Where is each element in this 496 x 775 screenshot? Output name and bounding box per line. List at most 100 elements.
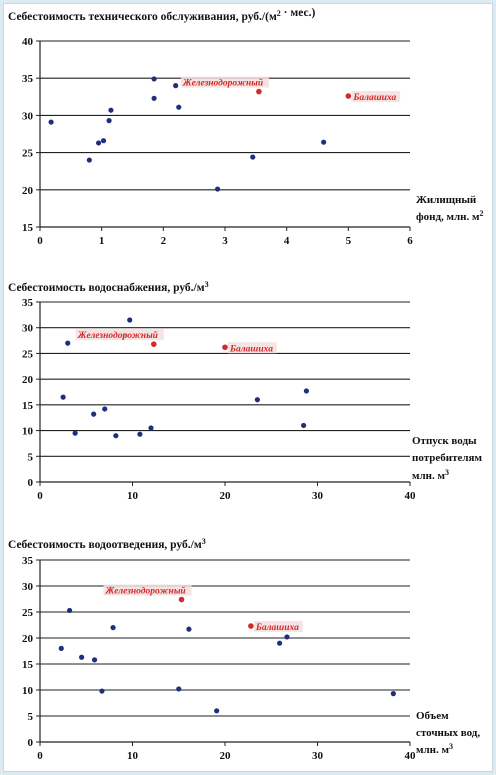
x-axis-label: Жилищный: [416, 194, 477, 206]
data-point: [100, 138, 107, 144]
y-tick-label: 30: [22, 110, 34, 122]
data-point: [176, 686, 182, 692]
highlight-label-bg: [180, 76, 269, 88]
plots-canvas: Себестоимость технического обслуживания,…: [8, 7, 484, 762]
x-tick-label: 40: [405, 490, 417, 502]
highlight-label: Железнодорожный: [105, 586, 186, 597]
x-tick-label: 1: [99, 235, 105, 247]
x-axis-label: потребителям: [412, 452, 482, 464]
highlight-label-bg: [351, 91, 401, 103]
highlight-label: Железнодорожный: [77, 330, 158, 341]
data-point: [127, 317, 133, 323]
data-point: [151, 76, 157, 82]
y-tick-label: 30: [22, 581, 34, 593]
y-tick-label: 25: [22, 607, 34, 619]
highlight-label: Балашиха: [352, 93, 396, 103]
data-point: [214, 708, 220, 714]
y-tick-label: 10: [22, 685, 34, 697]
highlight-label-bg: [75, 329, 164, 341]
data-point: [110, 625, 116, 631]
data-point: [284, 634, 290, 640]
x-tick-label: 10: [127, 490, 139, 502]
y-tick-label: 0: [28, 477, 34, 489]
scatter-chart-3: Себестоимость водоотведения, руб./м3 0 5 10…: [8, 537, 480, 762]
data-point: [95, 140, 102, 146]
x-tick-label: 0: [37, 235, 43, 247]
data-point: [176, 104, 182, 110]
scatter-chart-1: Себестоимость технического обслуживания,…: [8, 7, 484, 247]
highlight-point: [178, 596, 185, 603]
y-tick-label: 25: [22, 348, 34, 360]
highlight-point: [248, 623, 254, 629]
highlight-point: [345, 93, 352, 99]
data-point: [390, 691, 396, 697]
y-tick-label: 15: [22, 222, 34, 234]
x-tick-label: 30: [312, 490, 324, 502]
chart-title: Себестоимость водоснабжения, руб./м3: [8, 280, 209, 294]
y-tick-label: 0: [28, 737, 34, 749]
data-point: [79, 654, 85, 660]
data-point: [173, 83, 179, 89]
x-tick-label: 2: [161, 235, 167, 247]
data-point: [301, 422, 307, 429]
x-tick-label: 5: [346, 235, 352, 247]
highlight-point: [150, 341, 157, 347]
y-tick-label: 35: [22, 297, 34, 309]
y-tick-label: 20: [22, 185, 34, 197]
data-point: [86, 157, 92, 163]
data-point: [99, 688, 105, 694]
y-tick-label: 30: [22, 323, 34, 335]
highlight-label-bg: [228, 342, 277, 354]
x-tick-label: 4: [284, 235, 290, 247]
y-tick-label: 35: [22, 555, 34, 567]
data-point: [58, 645, 64, 652]
figure-frame: Себестоимость технического обслуживания,…: [3, 3, 493, 772]
data-point: [321, 139, 327, 145]
data-point: [106, 118, 112, 124]
x-tick-label: 6: [407, 235, 413, 247]
chart-title: Себестоимость водоотведения, руб./м3: [8, 537, 206, 551]
x-tick-label: 0: [37, 750, 43, 762]
highlight-label: Железнодорожный: [182, 78, 263, 89]
y-tick-label: 15: [22, 400, 34, 412]
highlight-label: Балашиха: [229, 344, 273, 354]
scatter-chart-2: Себестоимость водоснабжения, руб./м3 0 5 10…: [8, 280, 482, 502]
y-tick-label: 20: [22, 374, 34, 386]
data-point: [186, 626, 192, 632]
x-tick-label: 3: [222, 235, 228, 247]
data-point: [91, 411, 97, 417]
data-point: [113, 433, 119, 439]
highlight-label-bg: [253, 621, 303, 633]
y-tick-label: 20: [22, 633, 34, 645]
x-tick-label: 20: [220, 750, 232, 762]
y-tick-label: 40: [22, 36, 34, 48]
data-point: [254, 397, 260, 403]
data-point: [108, 107, 114, 113]
data-point: [137, 431, 143, 437]
y-tick-label: 10: [22, 426, 34, 438]
data-point: [60, 394, 66, 400]
x-tick-label: 40: [405, 750, 417, 762]
data-point: [276, 640, 283, 646]
x-axis-label: Объем: [416, 710, 449, 722]
x-axis-label: фонд, млн. м2: [416, 209, 484, 223]
x-tick-label: 20: [220, 490, 232, 502]
x-axis-label: млн. м3: [416, 742, 453, 756]
highlight-label: Балашиха: [255, 623, 299, 633]
data-point: [72, 430, 78, 436]
x-tick-label: 30: [312, 750, 324, 762]
highlight-point: [222, 344, 228, 351]
data-point: [91, 657, 98, 663]
y-tick-label: 25: [22, 148, 34, 160]
data-point: [151, 95, 157, 101]
x-tick-label: 10: [127, 750, 139, 762]
x-tick-label: 0: [37, 490, 43, 502]
y-tick-label: 35: [22, 73, 34, 85]
highlight-label-bg: [103, 584, 192, 596]
x-axis-label: Отпуск воды: [412, 435, 477, 447]
data-point: [102, 406, 108, 412]
y-tick-label: 5: [28, 451, 34, 463]
y-tick-label: 15: [22, 659, 34, 671]
x-axis-label: сточных вод,: [416, 727, 480, 739]
y-tick-label: 5: [28, 711, 34, 723]
